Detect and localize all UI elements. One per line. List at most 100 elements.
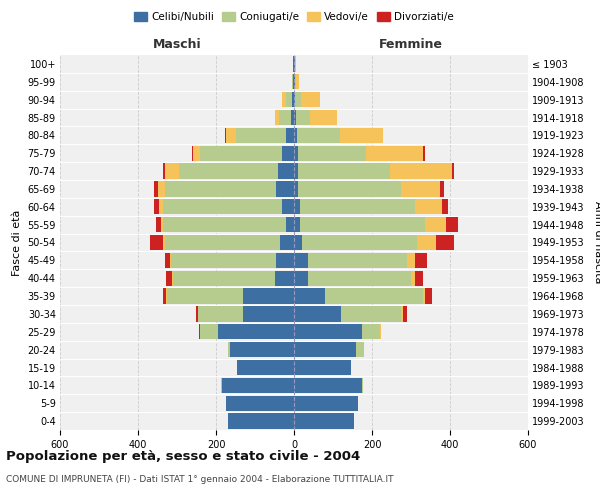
Bar (244, 288, 294, 304)
Bar (297, 128, 340, 143)
Bar (277, 253, 294, 268)
Bar (293, 74, 294, 90)
Bar (294, 217, 300, 232)
Bar (442, 199, 448, 214)
Bar (310, 110, 337, 125)
Bar (225, 128, 226, 143)
Bar (291, 110, 294, 125)
Bar (356, 342, 364, 357)
Bar (425, 288, 433, 304)
Bar (302, 235, 417, 250)
Bar (294, 396, 358, 411)
Bar (165, 182, 277, 196)
Bar (230, 342, 294, 357)
Bar (295, 74, 296, 90)
Bar (286, 92, 292, 107)
Bar (165, 164, 179, 178)
Bar (294, 56, 295, 72)
Bar (294, 360, 350, 375)
Bar (172, 270, 173, 286)
Bar (415, 253, 427, 268)
Bar (283, 92, 286, 107)
Bar (401, 306, 403, 322)
Bar (294, 306, 341, 322)
Bar (218, 324, 294, 340)
Bar (150, 235, 163, 250)
Bar (294, 270, 308, 286)
Bar (199, 306, 244, 322)
Bar (411, 270, 415, 286)
Legend: Celibi/Nubili, Coniugati/e, Vedovi/e, Divorziati/e: Celibi/Nubili, Coniugati/e, Vedovi/e, Di… (130, 8, 458, 26)
Bar (160, 199, 163, 214)
Text: Femmine: Femmine (379, 38, 443, 52)
Bar (407, 253, 415, 268)
Bar (155, 217, 161, 232)
Bar (179, 164, 278, 178)
Bar (166, 288, 167, 304)
Bar (362, 378, 363, 393)
Bar (278, 164, 294, 178)
Bar (167, 288, 244, 304)
Bar (294, 92, 295, 107)
Bar (294, 128, 297, 143)
Bar (452, 164, 454, 178)
Bar (294, 324, 362, 340)
Bar (294, 110, 296, 125)
Bar (366, 146, 422, 161)
Bar (161, 217, 163, 232)
Bar (170, 253, 171, 268)
Bar (166, 270, 172, 286)
Bar (292, 74, 293, 90)
Bar (275, 270, 294, 286)
Bar (380, 324, 382, 340)
Bar (298, 164, 389, 178)
Bar (166, 235, 280, 250)
Bar (301, 92, 320, 107)
Bar (293, 56, 294, 72)
Bar (294, 235, 302, 250)
Bar (389, 164, 452, 178)
Text: Popolazione per età, sesso e stato civile - 2004: Popolazione per età, sesso e stato civil… (6, 450, 360, 463)
Bar (295, 92, 301, 107)
Bar (294, 342, 356, 357)
Bar (163, 288, 166, 304)
Bar (157, 182, 165, 196)
Bar (325, 288, 422, 304)
Bar (296, 110, 310, 125)
Bar (163, 199, 283, 214)
Bar (350, 360, 352, 375)
Bar (283, 199, 294, 214)
Bar (401, 182, 440, 196)
Bar (436, 235, 454, 250)
Bar (163, 164, 165, 178)
Bar (308, 253, 407, 268)
Bar (226, 128, 235, 143)
Bar (196, 306, 197, 322)
Bar (283, 146, 294, 161)
Bar (296, 74, 299, 90)
Bar (275, 110, 279, 125)
Bar (200, 146, 283, 161)
Bar (425, 217, 446, 232)
Bar (417, 235, 436, 250)
Bar (298, 182, 401, 196)
Bar (294, 253, 308, 268)
Bar (226, 396, 294, 411)
Bar (277, 182, 294, 196)
Bar (279, 110, 291, 125)
Bar (235, 128, 286, 143)
Bar (446, 217, 458, 232)
Bar (163, 217, 286, 232)
Bar (294, 414, 355, 428)
Bar (423, 146, 425, 161)
Bar (222, 378, 294, 393)
Bar (298, 146, 366, 161)
Bar (163, 235, 165, 250)
Bar (294, 378, 362, 393)
Bar (244, 306, 294, 322)
Bar (308, 270, 411, 286)
Text: Maschi: Maschi (152, 38, 202, 52)
Bar (280, 235, 294, 250)
Bar (294, 74, 295, 90)
Bar (415, 270, 422, 286)
